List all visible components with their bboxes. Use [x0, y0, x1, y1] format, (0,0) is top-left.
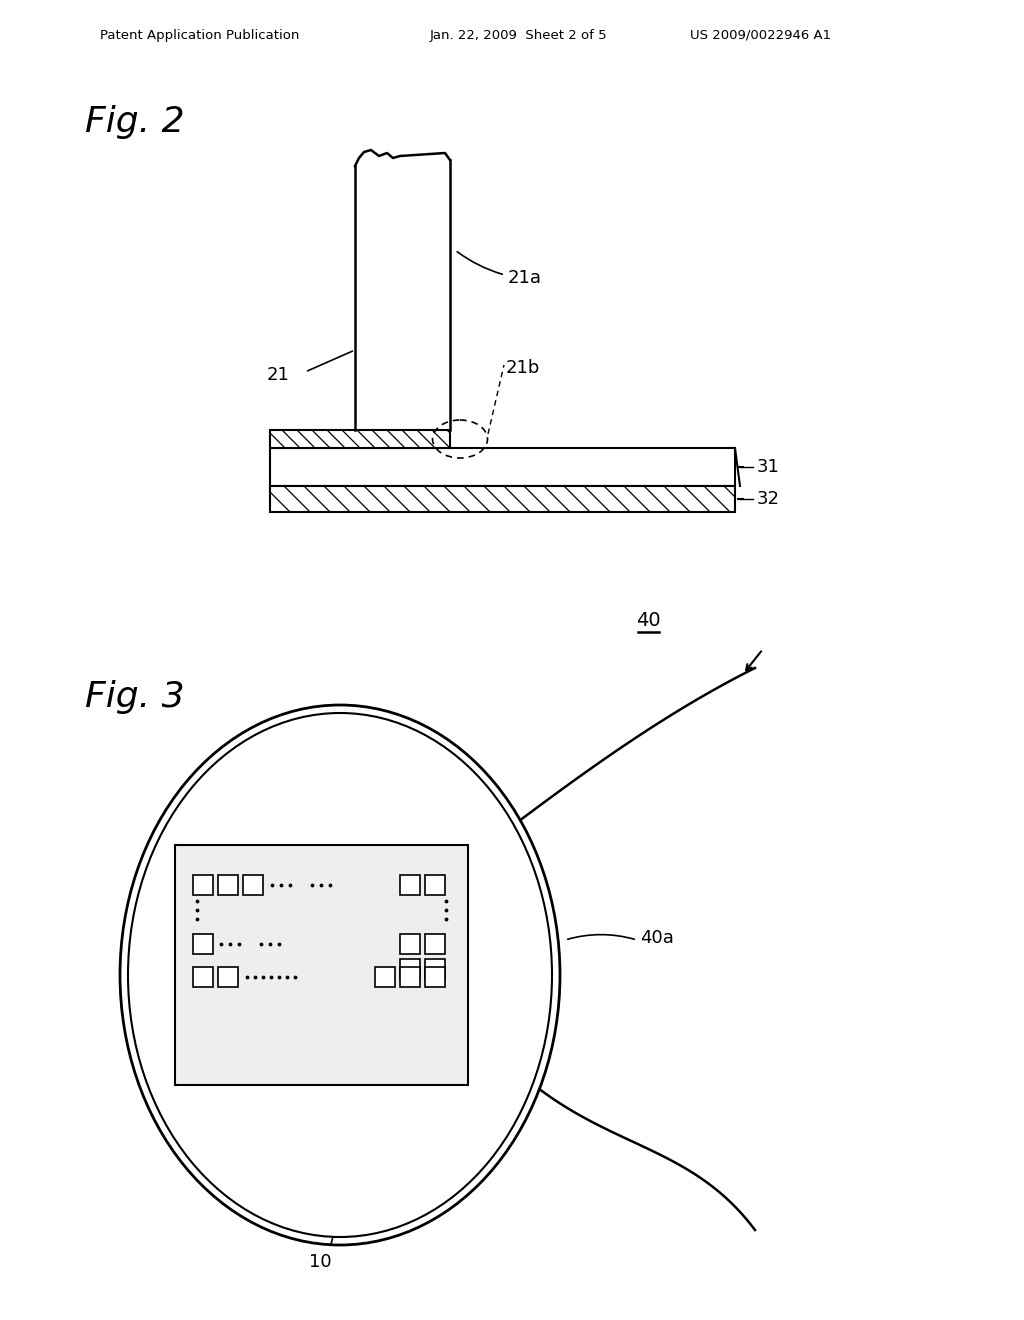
Ellipse shape [128, 713, 552, 1237]
Bar [400, 935, 420, 954]
Text: Jan. 22, 2009  Sheet 2 of 5: Jan. 22, 2009 Sheet 2 of 5 [430, 29, 607, 41]
Bar [270, 430, 450, 447]
Bar [425, 968, 445, 987]
Bar [193, 935, 213, 954]
Text: 21: 21 [267, 366, 290, 384]
Bar [243, 875, 263, 895]
Bar [270, 430, 450, 447]
Bar [175, 845, 468, 1085]
Text: 40a: 40a [640, 929, 674, 946]
Text: 21a: 21a [508, 269, 542, 286]
Bar [400, 960, 420, 979]
Text: 40b: 40b [490, 1059, 524, 1077]
Bar [400, 968, 420, 987]
Text: 10: 10 [308, 1253, 332, 1271]
Text: Fig. 2: Fig. 2 [85, 106, 184, 139]
Text: Fig. 3: Fig. 3 [85, 680, 184, 714]
Polygon shape [355, 158, 450, 430]
Bar [375, 968, 395, 987]
Text: 40: 40 [636, 611, 660, 630]
Bar [270, 447, 735, 486]
Bar [218, 968, 238, 987]
Bar [193, 875, 213, 895]
Bar [218, 875, 238, 895]
Bar [193, 968, 213, 987]
Bar [425, 935, 445, 954]
Bar [400, 875, 420, 895]
Text: 32: 32 [757, 490, 780, 508]
Text: US 2009/0022946 A1: US 2009/0022946 A1 [690, 29, 831, 41]
Text: 21b: 21b [506, 359, 541, 378]
Bar [425, 960, 445, 979]
Text: 31: 31 [757, 458, 780, 477]
Bar [270, 486, 735, 512]
Text: Patent Application Publication: Patent Application Publication [100, 29, 299, 41]
Bar [425, 875, 445, 895]
Bar [270, 486, 735, 512]
